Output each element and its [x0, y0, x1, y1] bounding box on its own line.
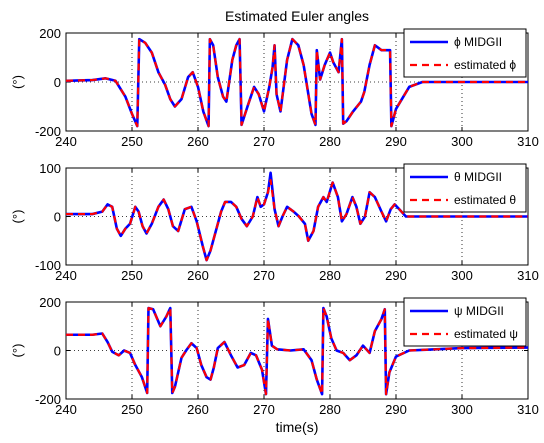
pitch-legend-label: θ MIDGII [454, 170, 502, 184]
pitch-legend: θ MIDGII estimated θ [403, 163, 527, 213]
yaw-y-tick-label: -200 [35, 392, 61, 407]
pitch-x-tick-label: 300 [451, 268, 473, 283]
roll-x-tick-label: 250 [121, 134, 143, 149]
roll-legend-box [403, 28, 527, 78]
pitch-estimated-line [66, 179, 528, 262]
yaw-x-tick-label: 260 [187, 402, 209, 417]
roll-legend: ϕ MIDGII estimated ϕ [403, 28, 527, 78]
x-axis-label: time(s) [276, 419, 319, 435]
pitch-y-tick-label: -100 [35, 258, 61, 273]
pitch-x-tick-label: 290 [385, 268, 407, 283]
pitch-subplot: 240 250 260 270 280 290 300 310 -100 0 100 (°) θ MID… [10, 161, 539, 283]
yaw-legend-label: ψ MIDGII [454, 304, 504, 318]
yaw-series-group [66, 306, 528, 396]
subplots-group: 240 250 260 270 280 290 300 310 -200 0 200 (°) ϕ MID… [10, 26, 539, 417]
roll-y-tick-label: 200 [39, 26, 61, 41]
roll-legend-label: estimated ϕ [454, 58, 516, 72]
roll-x-tick-label: 270 [253, 134, 275, 149]
pitch-x-tick-label: 260 [187, 268, 209, 283]
yaw-estimated-line [66, 306, 528, 396]
yaw-x-tick-label: 240 [55, 402, 77, 417]
roll-x-tick-label: 280 [319, 134, 341, 149]
pitch-y-axis-label: (°) [10, 210, 25, 224]
roll-y-tick-label: -200 [35, 124, 61, 139]
yaw-x-tick-label: 280 [319, 402, 341, 417]
roll-y-axis-label: (°) [10, 75, 25, 89]
pitch-legend-box [403, 163, 527, 213]
roll-series-group [66, 37, 528, 128]
roll-x-tick-label: 300 [451, 134, 473, 149]
pitch-x-tick-label: 240 [55, 268, 77, 283]
pitch-x-tick-label: 270 [253, 268, 275, 283]
yaw-y-tick-label: 0 [54, 344, 61, 359]
roll-x-tick-label: 310 [517, 134, 539, 149]
pitch-legend-label: estimated θ [454, 193, 516, 207]
pitch-series-group [66, 171, 528, 262]
yaw-legend-label: estimated ψ [454, 327, 518, 341]
figure-title: Estimated Euler angles [225, 8, 369, 24]
yaw-legend-box [403, 297, 527, 347]
yaw-x-tick-label: 290 [385, 402, 407, 417]
pitch-x-tick-label: 280 [319, 268, 341, 283]
yaw-x-tick-label: 300 [451, 402, 473, 417]
yaw-x-tick-label: 310 [517, 402, 539, 417]
yaw-y-tick-label: 200 [39, 295, 61, 310]
pitch-y-tick-label: 0 [54, 210, 61, 225]
roll-x-tick-label: 290 [385, 134, 407, 149]
roll-estimated-line [66, 38, 528, 128]
yaw-legend: ψ MIDGII estimated ψ [403, 297, 527, 347]
pitch-x-tick-label: 310 [517, 268, 539, 283]
pitch-x-tick-label: 250 [121, 268, 143, 283]
roll-y-tick-label: 0 [54, 75, 61, 90]
roll-x-tick-label: 260 [187, 134, 209, 149]
pitch-y-tick-label: 100 [39, 161, 61, 176]
roll-legend-label: ϕ MIDGII [454, 35, 502, 49]
yaw-x-tick-label: 250 [121, 402, 143, 417]
yaw-x-tick-label: 270 [253, 402, 275, 417]
yaw-subplot: 240 250 260 270 280 290 300 310 -200 0 200 (°) ψ MID… [10, 295, 539, 417]
roll-subplot: 240 250 260 270 280 290 300 310 -200 0 200 (°) ϕ MID… [10, 26, 539, 149]
yaw-y-axis-label: (°) [10, 344, 25, 358]
roll-x-tick-label: 240 [55, 134, 77, 149]
